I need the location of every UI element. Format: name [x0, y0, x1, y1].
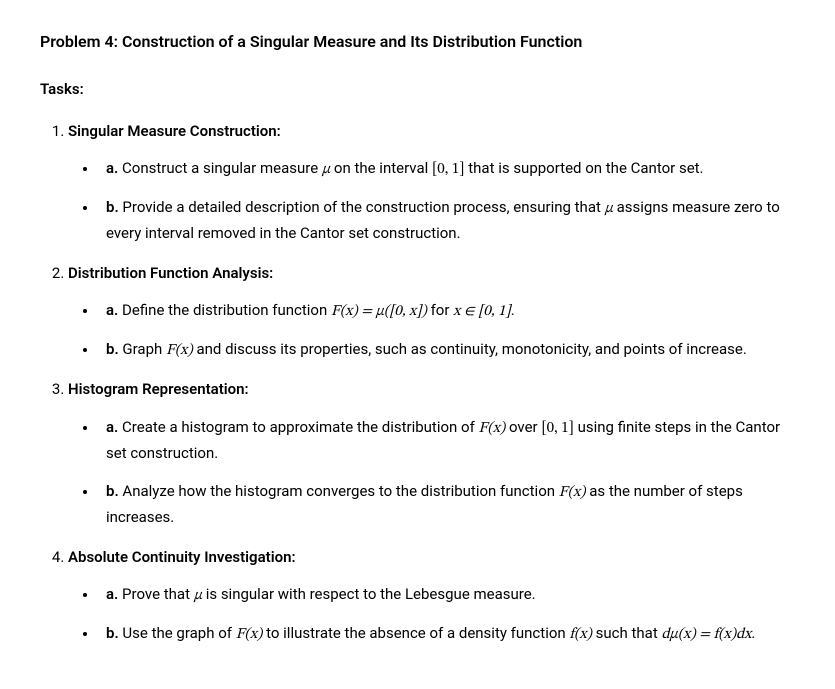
item-2b-math1: F(x) [166, 343, 193, 358]
item-3a: a. Create a histogram to approximate the… [98, 415, 795, 467]
item-3a-label: a. [106, 418, 118, 436]
item-1a-text-mid1: on the interval [330, 159, 432, 177]
item-1b-math1: μ [605, 201, 613, 216]
item-2b: b. Graph F(x) and discuss its properties… [98, 337, 795, 364]
section-1-list: a. Construct a singular measure μ on the… [68, 156, 795, 247]
section-3-heading: Histogram Representation: [68, 380, 249, 398]
item-4b-text-pre: Use the graph of [119, 624, 236, 642]
item-3a-text-pre: Create a histogram to approximate the di… [118, 418, 478, 436]
item-4a-text-post: is singular with respect to the Lebesgue… [202, 585, 536, 603]
item-2a-label: a. [106, 301, 118, 319]
item-4b-math3: dμ(x) = f(x)dx [661, 627, 751, 642]
item-1a: a. Construct a singular measure μ on the… [98, 156, 795, 183]
section-3: Histogram Representation: a. Create a hi… [68, 377, 795, 531]
item-2b-text-pre: Graph [119, 340, 166, 358]
item-2a-math2: x ∈ [0, 1] [453, 304, 511, 319]
item-2a-text-mid1: for [427, 301, 453, 319]
item-2a-text-pre: Define the distribution function [118, 301, 331, 319]
item-1a-math1: μ [322, 162, 330, 177]
section-3-list: a. Create a histogram to approximate the… [68, 415, 795, 531]
item-3a-text-mid1: over [505, 418, 541, 436]
item-2b-text-post: and discuss its properties, such as cont… [193, 340, 747, 358]
section-4: Absolute Continuity Investigation: a. Pr… [68, 545, 795, 648]
item-1a-math2: [0, 1] [432, 162, 465, 177]
item-3b: b. Analyze how the histogram converges t… [98, 479, 795, 531]
section-2: Distribution Function Analysis: a. Defin… [68, 261, 795, 364]
item-4a-math1: μ [194, 588, 202, 603]
item-4b: b. Use the graph of F(x) to illustrate t… [98, 621, 795, 648]
item-3b-text-pre: Analyze how the histogram converges to t… [119, 482, 559, 500]
item-3b-math1: F(x) [559, 485, 586, 500]
item-4a-label: a. [106, 585, 118, 603]
section-2-heading: Distribution Function Analysis: [68, 264, 273, 282]
item-4b-math2: f(x) [569, 627, 592, 642]
item-4b-text-post: . [751, 624, 755, 642]
item-1a-text-post: that is supported on the Cantor set. [465, 159, 704, 177]
section-1-heading: Singular Measure Construction: [68, 122, 281, 140]
item-3a-math1: F(x) [479, 421, 506, 436]
item-4a-text-pre: Prove that [118, 585, 193, 603]
item-4b-text-mid1: to illustrate the absence of a density f… [262, 624, 569, 642]
item-4b-label: b. [106, 624, 119, 642]
section-4-heading: Absolute Continuity Investigation: [68, 548, 296, 566]
problem-title: Problem 4: Construction of a Singular Me… [40, 28, 795, 55]
item-1b-text-pre: Provide a detailed description of the co… [119, 198, 605, 216]
item-1b-label: b. [106, 198, 119, 216]
item-1b: b. Provide a detailed description of the… [98, 195, 795, 247]
item-2b-label: b. [106, 340, 119, 358]
item-4a: a. Prove that μ is singular with respect… [98, 582, 795, 609]
item-3b-label: b. [106, 482, 119, 500]
item-3a-math2: [0, 1] [541, 421, 574, 436]
item-1a-label: a. [106, 159, 118, 177]
tasks-label: Tasks: [40, 77, 795, 103]
item-4b-math1: F(x) [236, 627, 263, 642]
item-2a-math1: F(x) = μ([0, x]) [331, 304, 427, 319]
item-1a-text-pre: Construct a singular measure [118, 159, 322, 177]
item-2a: a. Define the distribution function F(x)… [98, 298, 795, 325]
item-4b-text-mid2: such that [592, 624, 662, 642]
section-4-list: a. Prove that μ is singular with respect… [68, 582, 795, 647]
section-2-list: a. Define the distribution function F(x)… [68, 298, 795, 363]
section-1: Singular Measure Construction: a. Constr… [68, 119, 795, 247]
item-2a-text-post: . [511, 301, 515, 319]
main-ordered-list: Singular Measure Construction: a. Constr… [40, 119, 795, 648]
